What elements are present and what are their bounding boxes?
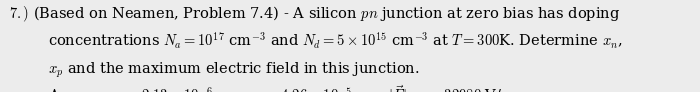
Text: $\mathbf{Answer:}$ $x_p = 2.13 \times 10^{-6}$ cm, $x_n = 4.26 \times 10^{-5}$ c: $\mathbf{Answer:}$ $x_p = 2.13 \times 10… (48, 83, 524, 92)
Text: concentrations $N_a = 10^{17}$ cm$^{-3}$ and $N_d = 5 \times 10^{15}$ cm$^{-3}$ : concentrations $N_a = 10^{17}$ cm$^{-3}$… (48, 30, 622, 51)
Text: $x_p$ and the maximum electric field in this junction.: $x_p$ and the maximum electric field in … (48, 61, 419, 80)
Text: $\mathbf{7.)}$ (Based on Neamen, Problem 7.4) - A silicon $pn$ junction at zero : $\mathbf{7.)}$ (Based on Neamen, Problem… (9, 5, 620, 24)
